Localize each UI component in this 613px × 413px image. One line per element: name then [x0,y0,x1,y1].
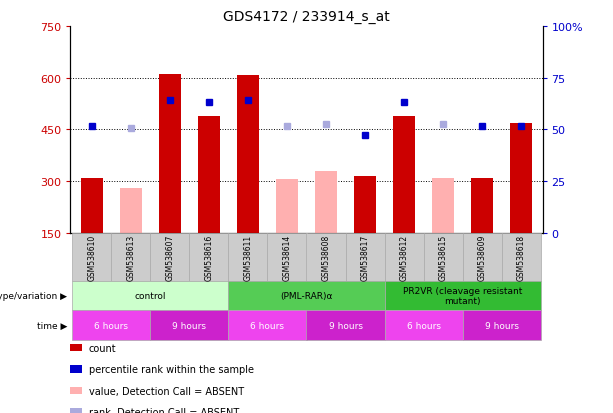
Text: genotype/variation ▶: genotype/variation ▶ [0,291,67,300]
Text: GDS4172 / 233914_s_at: GDS4172 / 233914_s_at [223,10,390,24]
Text: 9 hours: 9 hours [329,321,362,330]
Text: GSM538607: GSM538607 [166,234,175,280]
Text: PR2VR (cleavage resistant
mutant): PR2VR (cleavage resistant mutant) [403,286,522,305]
Text: count: count [89,343,116,353]
Text: GSM538618: GSM538618 [517,234,525,280]
Text: GSM538616: GSM538616 [205,234,213,280]
Text: GSM538613: GSM538613 [126,234,135,280]
Bar [276,180,298,233]
Bar [510,123,531,233]
Text: GSM538617: GSM538617 [360,234,370,280]
Bar [354,177,376,233]
Text: time ▶: time ▶ [37,321,67,330]
Bar [471,178,493,233]
Text: rank, Detection Call = ABSENT: rank, Detection Call = ABSENT [89,407,239,413]
Text: value, Detection Call = ABSENT: value, Detection Call = ABSENT [89,386,244,396]
Bar [120,189,142,233]
Text: GSM538610: GSM538610 [88,234,96,280]
Bar [315,171,337,233]
Text: (PML-RAR)α: (PML-RAR)α [280,291,333,300]
Text: GSM538611: GSM538611 [243,234,253,280]
Text: GSM538614: GSM538614 [283,234,292,280]
Text: 9 hours: 9 hours [484,321,519,330]
Bar [159,75,181,233]
Bar [394,116,415,233]
Bar [198,116,219,233]
Text: GSM538608: GSM538608 [321,234,330,280]
Text: 6 hours: 6 hours [251,321,284,330]
Text: 9 hours: 9 hours [172,321,207,330]
Text: GSM538612: GSM538612 [400,234,408,280]
Text: 6 hours: 6 hours [94,321,129,330]
Bar [237,76,259,233]
Text: 6 hours: 6 hours [406,321,441,330]
Text: GSM538615: GSM538615 [438,234,447,280]
Bar [432,178,454,233]
Bar [81,178,103,233]
Text: GSM538609: GSM538609 [478,234,487,280]
Text: control: control [135,291,166,300]
Text: percentile rank within the sample: percentile rank within the sample [89,364,254,374]
